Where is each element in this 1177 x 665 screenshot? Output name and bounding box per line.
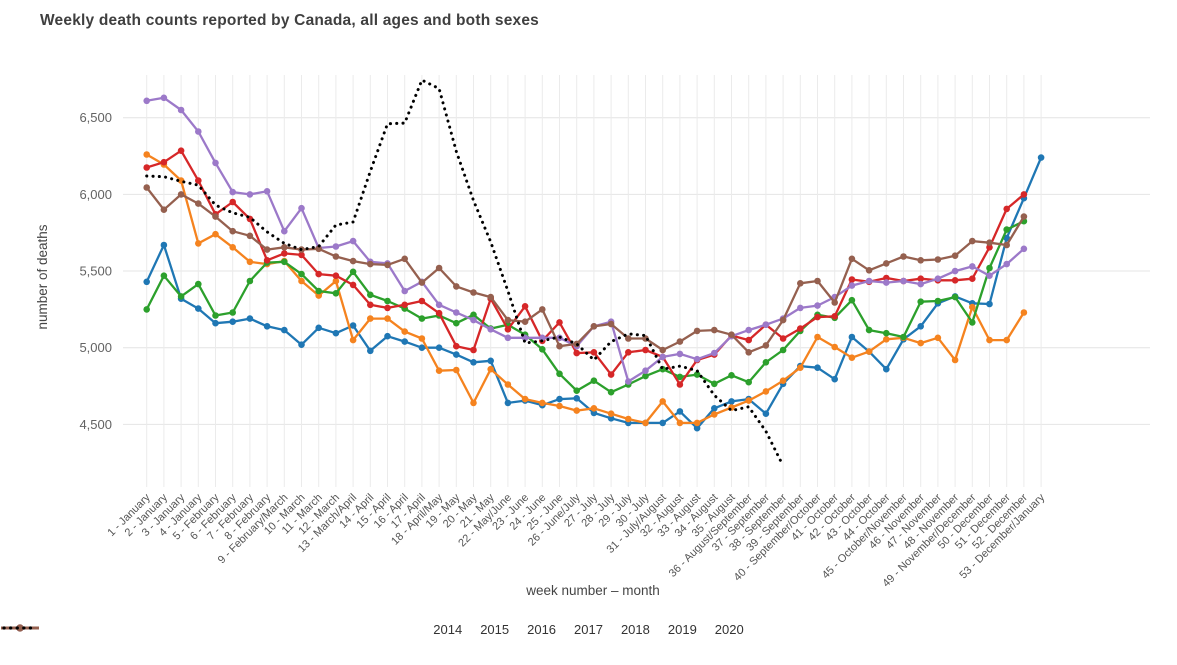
legend-swatch-2019 (1, 624, 39, 632)
gridlines (123, 75, 1150, 487)
legend-label-2018: 2018 (620, 622, 650, 637)
svg-text:4,500: 4,500 (79, 417, 112, 432)
legend-swatch-2020 (2, 626, 38, 630)
legend-item-2019[interactable]: 2019 (1, 622, 697, 637)
series-line-2015 (143, 151, 1028, 427)
legend-label-2014: 2014 (433, 622, 463, 637)
svg-text:6,500: 6,500 (79, 110, 112, 125)
x-axis-title: week number – month (525, 583, 660, 598)
legend-item-2016[interactable]: 2016 (1, 622, 557, 637)
y-axis-title: number of deaths (35, 224, 50, 329)
legend-item-2017[interactable]: 2017 (1, 622, 603, 637)
series-line-2020 (145, 78, 785, 468)
legend-label-2017: 2017 (574, 622, 603, 637)
series-line-2016 (143, 217, 1028, 396)
y-axis-tick-labels: 4,500 5,000 5,500 6,000 6,500 (79, 110, 112, 432)
legend-item-2018[interactable]: 2018 (1, 622, 650, 637)
legend-item-2020[interactable]: 2020 (2, 622, 744, 637)
series-line-2017 (143, 147, 1028, 388)
series-line-2014 (143, 154, 1045, 432)
legend-label-2020: 2020 (714, 622, 744, 637)
series-line-2019 (143, 184, 1028, 356)
series-line-2018 (143, 94, 1028, 385)
legend-item-2014[interactable]: 2014 (1, 622, 463, 637)
svg-text:5,500: 5,500 (79, 264, 112, 279)
chart-legend: 2014 2015 2016 2017 2018 2019 2020 (0, 622, 1177, 637)
svg-text:6,000: 6,000 (79, 187, 112, 202)
chart-title: Weekly death counts reported by Canada, … (40, 12, 539, 29)
legend-label-2019: 2019 (667, 622, 697, 637)
legend-label-2015: 2015 (480, 622, 510, 637)
svg-text:5,000: 5,000 (79, 340, 112, 355)
legend-item-2015[interactable]: 2015 (1, 622, 510, 637)
legend-label-2016: 2016 (527, 622, 557, 637)
